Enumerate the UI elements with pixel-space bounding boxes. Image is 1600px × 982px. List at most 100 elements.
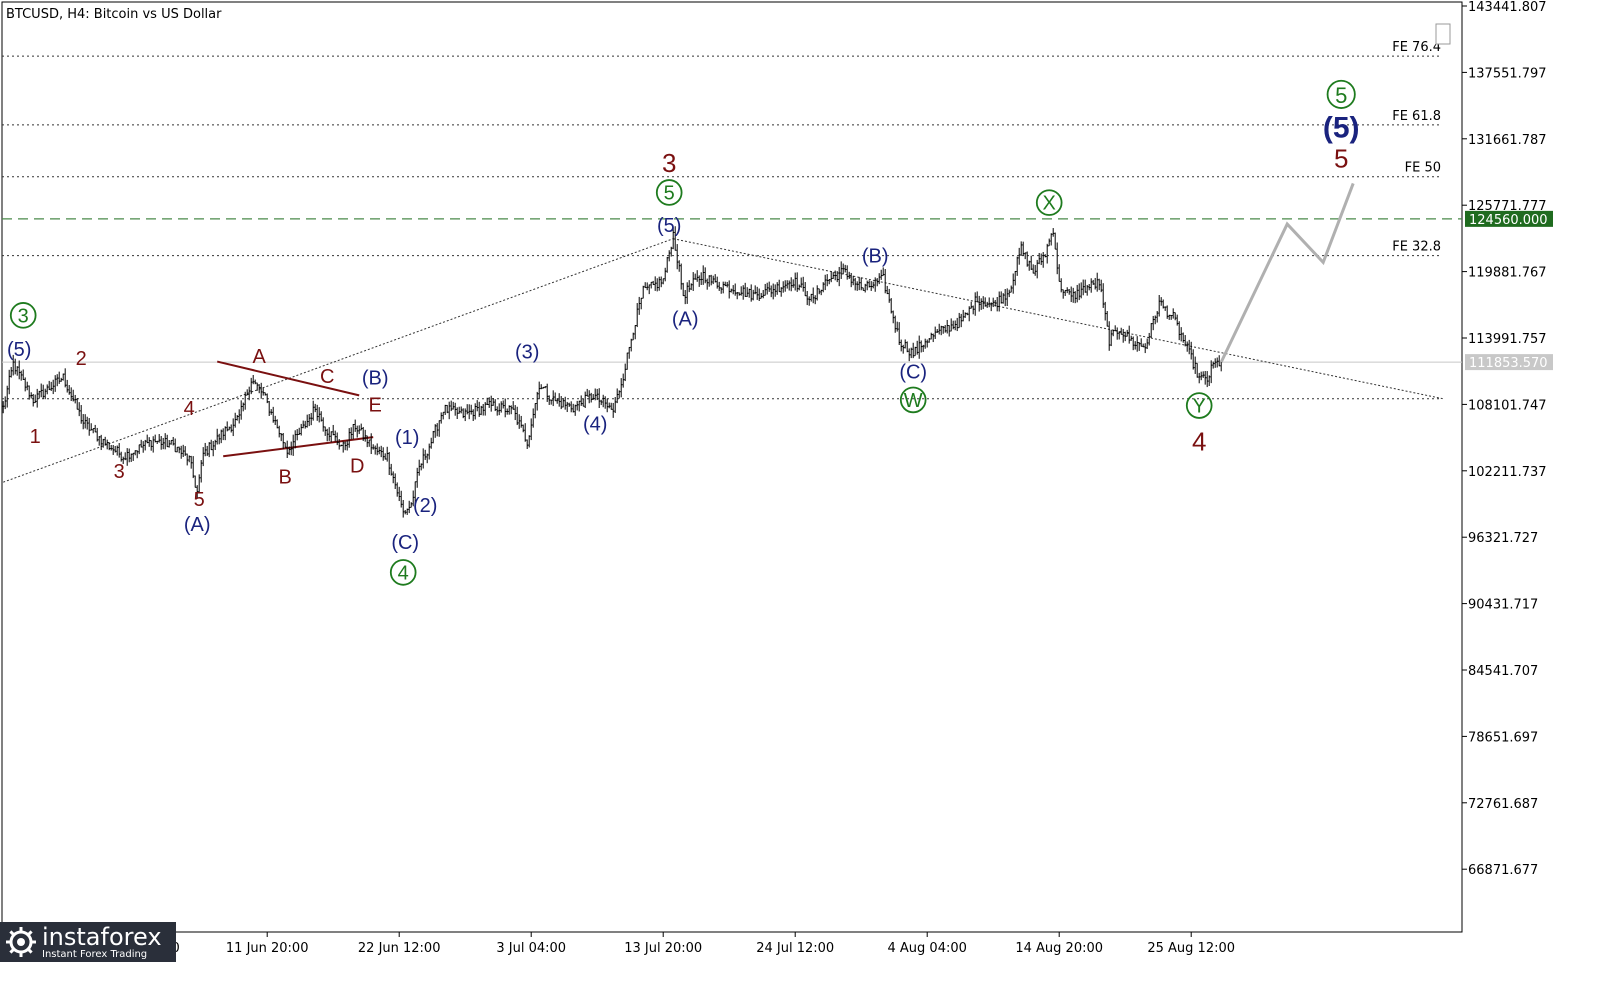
candle xyxy=(46,384,49,395)
candle xyxy=(1018,247,1021,265)
candle xyxy=(244,391,247,410)
candle xyxy=(196,485,199,499)
candle xyxy=(288,446,291,456)
candle xyxy=(320,411,323,422)
candle xyxy=(942,325,945,334)
candle xyxy=(614,397,617,413)
candle xyxy=(352,424,355,440)
candle xyxy=(162,437,165,450)
candle xyxy=(1076,284,1079,303)
candle xyxy=(506,408,509,415)
candle xyxy=(994,299,997,307)
candle xyxy=(124,452,127,461)
candle xyxy=(696,270,699,282)
candle xyxy=(166,434,169,448)
candle xyxy=(366,435,369,448)
candle xyxy=(582,398,585,407)
candle xyxy=(358,425,361,435)
candle xyxy=(256,382,259,391)
candle xyxy=(1154,315,1157,325)
svg-text:(3): (3) xyxy=(515,341,539,363)
wave-label: (A) xyxy=(672,309,699,331)
triangle-trendline xyxy=(223,436,374,458)
trade-marker-icon[interactable] xyxy=(1435,23,1451,45)
candle xyxy=(820,289,823,296)
candle xyxy=(118,443,121,458)
candle xyxy=(154,434,157,443)
candle xyxy=(368,439,371,447)
candle xyxy=(718,281,721,291)
candle xyxy=(350,427,353,440)
svg-text:A: A xyxy=(253,346,267,368)
y-tick-label: 90431.717 xyxy=(1468,598,1538,613)
candle xyxy=(936,329,939,333)
candle xyxy=(242,402,245,412)
candle xyxy=(990,302,993,312)
candle xyxy=(344,441,347,451)
candle xyxy=(98,436,101,446)
candle xyxy=(786,280,789,289)
candle xyxy=(940,325,943,336)
candle xyxy=(10,366,13,378)
candle xyxy=(1012,273,1015,294)
candle xyxy=(194,475,197,488)
current-price-box-label: 111853.570 xyxy=(1469,356,1548,371)
y-tick-label: 143441.807 xyxy=(1468,0,1547,15)
candle xyxy=(318,407,321,423)
candle xyxy=(170,439,173,445)
candle xyxy=(1216,357,1219,368)
svg-text:(B): (B) xyxy=(362,367,389,389)
candle xyxy=(912,342,915,359)
candle xyxy=(394,473,397,489)
candle xyxy=(758,288,761,301)
candle xyxy=(372,444,375,450)
candle xyxy=(1156,311,1159,323)
candle xyxy=(864,283,867,293)
svg-text:4: 4 xyxy=(184,398,195,420)
candle xyxy=(642,285,645,299)
candle xyxy=(302,420,305,429)
candle xyxy=(392,471,395,484)
candle xyxy=(438,420,441,437)
y-tick-label: 113991.757 xyxy=(1468,332,1547,347)
candle xyxy=(680,263,683,290)
candle xyxy=(316,404,319,421)
candle xyxy=(12,354,15,376)
trendline xyxy=(673,238,1444,400)
wave-label: 3 xyxy=(114,461,125,483)
fibonacci-level-label: FE 76.4 xyxy=(1392,40,1441,55)
candle xyxy=(1048,238,1051,247)
candle xyxy=(612,402,615,418)
candle xyxy=(420,463,423,471)
candle xyxy=(608,402,611,409)
candle xyxy=(1174,312,1177,321)
candle xyxy=(900,339,903,352)
candle xyxy=(1162,299,1165,309)
candle xyxy=(226,421,229,432)
candle xyxy=(838,266,841,287)
candle xyxy=(698,275,701,287)
candle xyxy=(1196,362,1199,378)
candle xyxy=(404,509,407,515)
candle xyxy=(968,306,971,322)
candle xyxy=(1164,306,1167,311)
svg-text:(C): (C) xyxy=(899,362,927,384)
candle xyxy=(444,404,447,415)
candle xyxy=(1020,241,1023,256)
candle xyxy=(314,403,317,413)
candle xyxy=(356,425,359,438)
candle xyxy=(672,227,675,250)
candle xyxy=(564,396,567,410)
candle xyxy=(408,500,411,514)
candle xyxy=(1138,342,1141,351)
candle xyxy=(960,313,963,328)
candle xyxy=(22,369,25,380)
candle xyxy=(240,400,243,420)
candle xyxy=(1208,375,1211,386)
candle xyxy=(628,346,631,359)
candle xyxy=(18,360,21,380)
candle xyxy=(878,273,881,285)
candle xyxy=(1044,254,1047,258)
svg-text:(A): (A) xyxy=(672,309,699,331)
candle xyxy=(934,326,937,339)
